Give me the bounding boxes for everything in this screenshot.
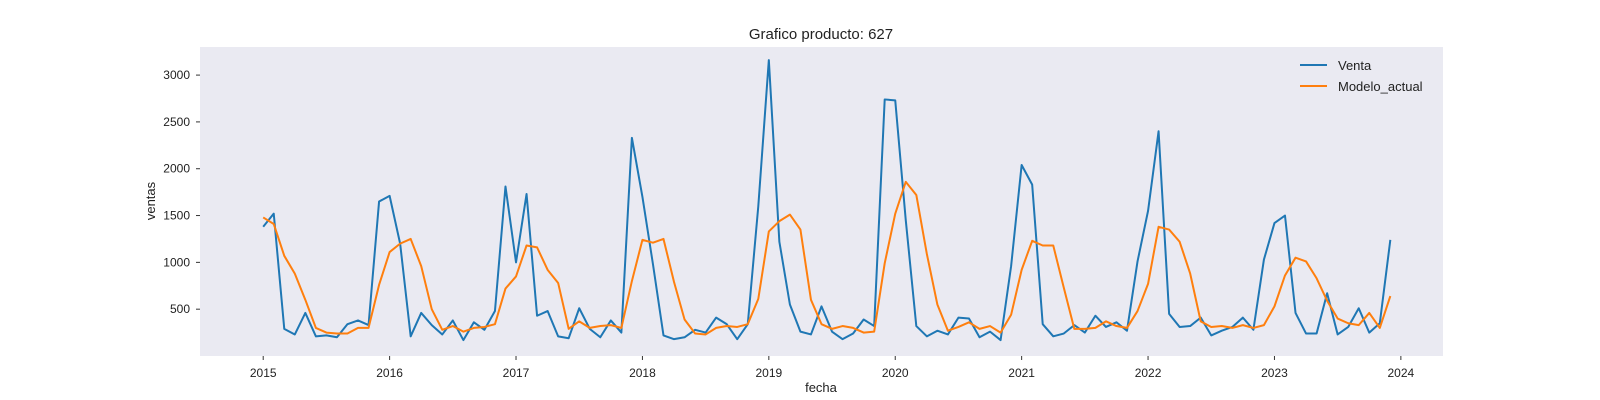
y-axis-label: ventas <box>143 181 158 220</box>
x-axis: 2015 2016 2017 2018 2019 2020 2021 2022 2023 2024 <box>250 356 1415 380</box>
y-tick-label: 2000 <box>163 162 190 176</box>
x-tick-label: 2022 <box>1135 366 1162 380</box>
legend: Venta Modelo_actual <box>1300 58 1423 94</box>
y-tick-label: 3000 <box>163 68 190 82</box>
x-tick-label: 2016 <box>376 366 403 380</box>
series-line-modelo-actual <box>262 180 1392 336</box>
series-line-venta <box>262 59 1392 342</box>
y-tick-label: 2500 <box>163 115 190 129</box>
x-tick-label: 2023 <box>1261 366 1288 380</box>
x-tick-label: 2019 <box>755 366 782 380</box>
legend-label: Venta <box>1338 58 1372 73</box>
x-tick-label: 2017 <box>503 366 530 380</box>
y-tick-label: 1000 <box>163 255 190 269</box>
x-tick-label: 2015 <box>250 366 277 380</box>
x-axis-label: fecha <box>805 380 838 395</box>
chart-title: Grafico producto: 627 <box>749 26 893 43</box>
y-axis: 500 1000 1500 2000 2500 3000 <box>163 68 200 316</box>
series-lines <box>262 59 1392 342</box>
x-tick-label: 2024 <box>1388 366 1415 380</box>
legend-label: Modelo_actual <box>1338 79 1423 94</box>
x-tick-label: 2018 <box>629 366 656 380</box>
y-tick-label: 500 <box>170 302 190 316</box>
y-tick-label: 1500 <box>163 209 190 223</box>
x-tick-label: 2021 <box>1008 366 1035 380</box>
x-tick-label: 2020 <box>882 366 909 380</box>
